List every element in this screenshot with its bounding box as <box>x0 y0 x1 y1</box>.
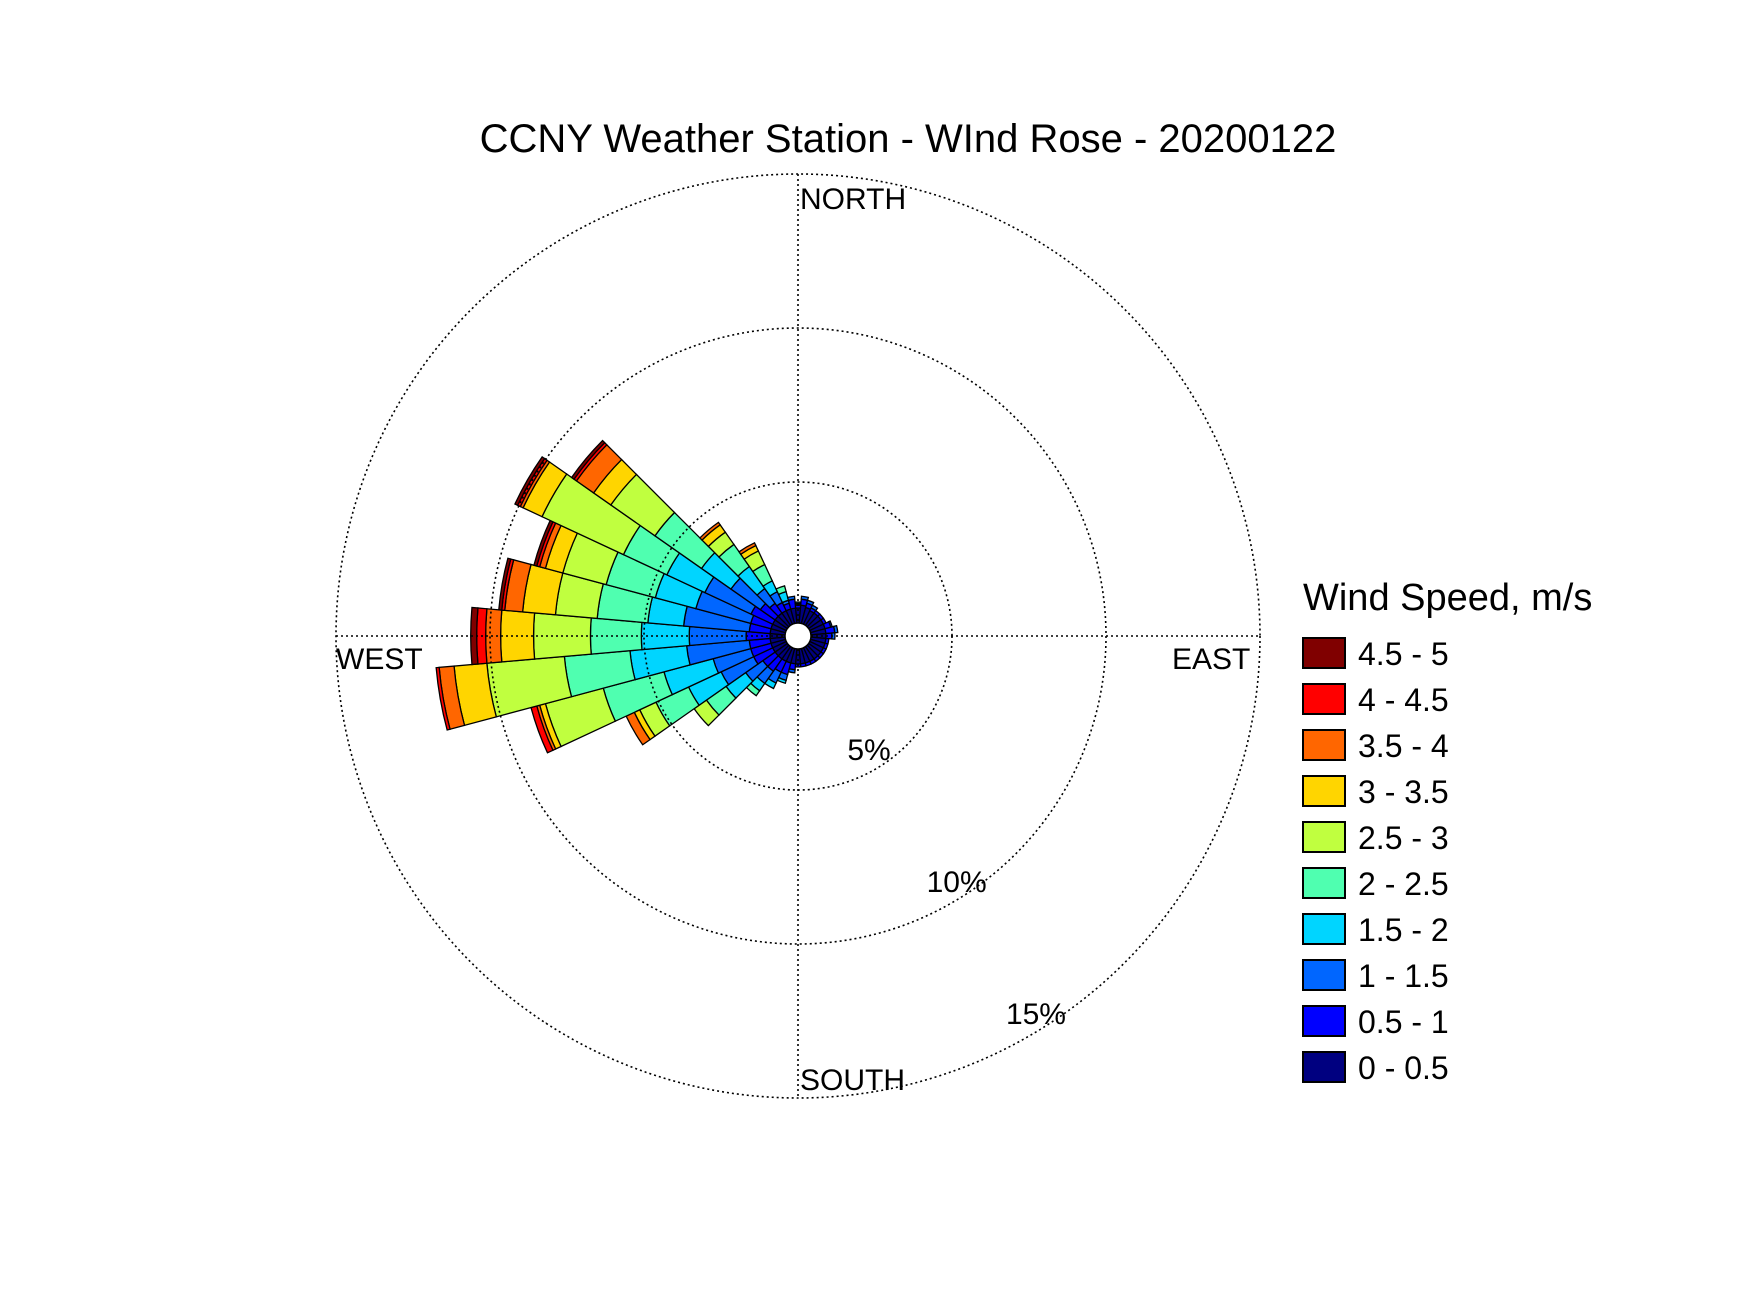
petal-segment-80deg-bin-2 <box>832 624 839 634</box>
petal-segment-10deg-bin-2 <box>800 595 810 602</box>
direction-label-west: WEST <box>336 643 423 676</box>
legend-label: 2 - 2.5 <box>1358 866 1449 902</box>
legend-swatch <box>1302 683 1346 715</box>
radial-tick-labels: 5% 10% 15% <box>847 734 1066 1031</box>
legend-label: 4 - 4.5 <box>1358 682 1449 718</box>
legend-item: 0.5 - 1 <box>1302 1004 1449 1040</box>
petal-segment-320deg-bin-7 <box>698 521 722 541</box>
legend-item: 3 - 3.5 <box>1302 774 1449 810</box>
legend-item: 3.5 - 4 <box>1302 728 1449 764</box>
legend-swatch <box>1302 821 1346 853</box>
legend-label: 1.5 - 2 <box>1358 912 1449 948</box>
legend-item: 2.5 - 3 <box>1302 820 1449 856</box>
petal-segment-30deg-bin-2 <box>810 604 819 612</box>
legend-label: 0.5 - 1 <box>1358 1004 1449 1040</box>
legend-swatch <box>1302 1051 1346 1083</box>
direction-label-north: NORTH <box>800 183 906 216</box>
legend-item: 1.5 - 2 <box>1302 912 1449 948</box>
radial-tick-label-15: 15% <box>1006 998 1066 1031</box>
wind-rose-petals <box>435 439 839 754</box>
petal-segment-300deg-bin-9 <box>514 455 546 507</box>
center-calm-circle <box>784 622 812 650</box>
legend: Wind Speed, m/s 4.5 - 5 4 - 4.5 3.5 - 4 3 -… <box>1302 577 1592 1086</box>
legend-items: 4.5 - 5 4 - 4.5 3.5 - 4 3 - 3.5 2.5 - 3 2 - 2… <box>1302 636 1449 1086</box>
legend-label: 3 - 3.5 <box>1358 774 1449 810</box>
legend-swatch <box>1302 637 1346 669</box>
legend-label: 4.5 - 5 <box>1358 636 1449 672</box>
petal-segment-350deg-bin-2 <box>786 595 796 602</box>
legend-swatch <box>1302 867 1346 899</box>
legend-label: 3.5 - 4 <box>1358 728 1449 764</box>
petal-segment-330deg-bin-7 <box>738 541 757 556</box>
legend-item: 2 - 2.5 <box>1302 866 1449 902</box>
legend-item: 4.5 - 5 <box>1302 636 1449 672</box>
petal-segment-270deg-bin-9 <box>470 606 479 666</box>
legend-item: 0 - 0.5 <box>1302 1050 1449 1086</box>
direction-label-south: SOUTH <box>800 1064 905 1097</box>
legend-label: 2.5 - 3 <box>1358 820 1449 856</box>
petal-segment-20deg-bin-2 <box>805 599 815 607</box>
direction-label-east: EAST <box>1172 643 1250 676</box>
legend-label: 0 - 0.5 <box>1358 1050 1449 1086</box>
legend-swatch <box>1302 959 1346 991</box>
legend-swatch <box>1302 1005 1346 1037</box>
chart-title: CCNY Weather Station - WInd Rose - 20200… <box>480 117 1337 161</box>
petal-segment-90deg-bin-2 <box>831 632 836 640</box>
legend-title: Wind Speed, m/s <box>1303 577 1592 619</box>
radial-tick-label-10: 10% <box>927 866 987 899</box>
petal-segment-0deg-bin-3 <box>794 601 802 605</box>
legend-item: 1 - 1.5 <box>1302 958 1449 994</box>
petal-segment-280deg-bin-9 <box>498 557 512 611</box>
petal-segment-260deg-bin-8 <box>435 666 451 731</box>
petal-segment-270deg-bin-7 <box>485 608 503 664</box>
legend-item: 4 - 4.5 <box>1302 682 1449 718</box>
legend-swatch <box>1302 913 1346 945</box>
petal-segment-340deg-bin-4 <box>775 585 787 596</box>
legend-label: 1 - 1.5 <box>1358 958 1449 994</box>
radial-tick-label-5: 5% <box>847 734 890 767</box>
legend-swatch <box>1302 729 1346 761</box>
petal-segment-310deg-bin-9 <box>570 439 606 481</box>
legend-swatch <box>1302 775 1346 807</box>
